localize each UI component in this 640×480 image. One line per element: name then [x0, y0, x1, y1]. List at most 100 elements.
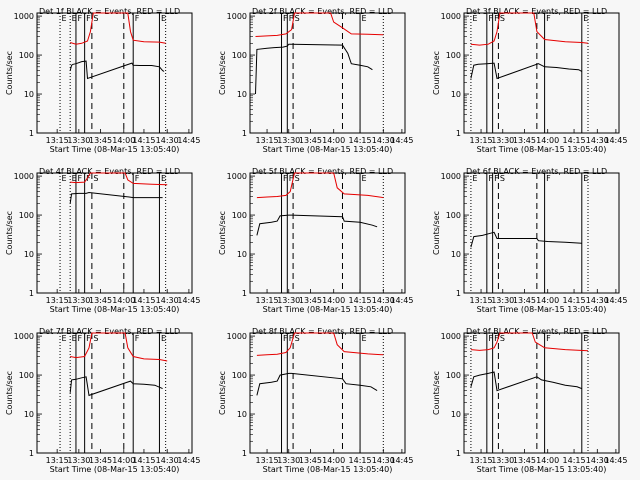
x-tick-label: 13:30: [67, 136, 90, 145]
plot-frame: [249, 172, 406, 294]
x-axis-label: Start Time (08-Mar-15 13:05:40): [263, 145, 393, 154]
x-tick-label: 13:30: [491, 296, 514, 305]
chart-title: Det 7f BLACK = Events, RED = LLD: [39, 327, 180, 336]
x-axis-label: Start Time (08-Mar-15 13:05:40): [477, 465, 607, 474]
chart-title: Det 1f BLACK = Events, RED = LLD: [39, 7, 180, 16]
series-line: [470, 231, 582, 248]
y-tick-label: 10: [237, 90, 247, 99]
plot-frame: [463, 172, 620, 294]
y-tick-label: 10: [237, 250, 247, 259]
event-marker-label: S: [93, 334, 98, 343]
chart-panel-7: Det 7f BLACK = Events, RED = LLD 1 10 100 10…: [5, 327, 200, 474]
x-tick-label: 14:45: [177, 456, 200, 465]
y-axis-label: Counts/sec: [5, 51, 14, 95]
event-marker-label: E: [362, 14, 367, 23]
y-axis-label: Counts/sec: [5, 211, 14, 255]
x-tick-label: 14:45: [604, 456, 627, 465]
y-tick-label: 1: [242, 129, 247, 138]
x-axis-label: Start Time (08-Mar-15 13:05:40): [50, 465, 180, 474]
x-tick-label: 14:30: [586, 296, 609, 305]
x-tick-label: 14:45: [604, 136, 627, 145]
chart-panel-8: Det 8f BLACK = Events, RED = LLD 1 10 100 10…: [218, 327, 413, 474]
series-line: [256, 372, 378, 396]
y-tick-label: 1000: [227, 172, 247, 181]
x-tick-label: 14:00: [536, 456, 559, 465]
x-tick-label: 13:30: [277, 296, 300, 305]
y-axis-label: Counts/sec: [432, 371, 441, 415]
y-tick-label: 100: [446, 371, 461, 380]
chart-title: Det 9f BLACK = Events, RED = LLD: [466, 327, 607, 336]
x-tick-label: 13:15: [46, 456, 69, 465]
y-axis-label: Counts/sec: [432, 51, 441, 95]
event-marker-label: F: [77, 14, 82, 23]
event-marker-label: F: [494, 14, 499, 23]
y-tick-label: 100: [19, 51, 34, 60]
x-tick-label: 14:15: [563, 296, 586, 305]
y-tick-label: 1: [456, 289, 461, 298]
series-line: [255, 12, 384, 37]
x-tick-label: 13:45: [89, 296, 112, 305]
event-marker-label: F: [546, 174, 551, 183]
x-tick-label: 13:15: [46, 296, 69, 305]
series-line: [69, 191, 163, 204]
series-line: [470, 371, 582, 392]
event-marker-label: S: [295, 14, 300, 23]
x-tick-label: 13:30: [67, 296, 90, 305]
y-tick-label: 1000: [227, 332, 247, 341]
x-tick-label: 13:15: [470, 296, 493, 305]
x-tick-label: 13:15: [470, 136, 493, 145]
x-tick-label: 14:00: [322, 296, 345, 305]
y-axis-label: Counts/sec: [432, 211, 441, 255]
plot-frame: [249, 332, 406, 454]
x-tick-label: 13:15: [470, 456, 493, 465]
series-line: [70, 332, 168, 362]
y-tick-label: 1: [456, 449, 461, 458]
chart-panel-9: Det 9f BLACK = Events, RED = LLD 1 10 100 10…: [432, 327, 627, 474]
chart-panel-2: Det 2f BLACK = Events, RED = LLD 1 10 100 10…: [218, 7, 413, 154]
y-tick-label: 100: [232, 371, 247, 380]
x-tick-label: 14:30: [372, 136, 395, 145]
y-tick-label: 100: [19, 371, 34, 380]
x-tick-label: 14:15: [563, 456, 586, 465]
event-marker-label: F: [86, 174, 91, 183]
x-tick-label: 14:30: [372, 456, 395, 465]
series-line: [69, 60, 165, 80]
y-tick-label: 10: [451, 90, 461, 99]
y-tick-label: 10: [24, 410, 34, 419]
event-marker-label: F: [283, 174, 288, 183]
x-tick-label: 14:30: [372, 296, 395, 305]
plot-frame: [463, 332, 620, 454]
x-tick-label: 14:00: [112, 136, 135, 145]
y-tick-label: 10: [237, 410, 247, 419]
y-tick-label: 1000: [14, 12, 34, 21]
x-tick-label: 13:45: [513, 456, 536, 465]
event-marker-label: E: [362, 174, 367, 183]
event-marker-label: F: [546, 14, 551, 23]
chart-panel-4: Det 4f BLACK = Events, RED = LLD 1 10 100 10…: [5, 167, 200, 314]
x-tick-label: 14:30: [156, 456, 179, 465]
event-marker-label: F: [289, 334, 294, 343]
x-tick-label: 14:15: [349, 456, 372, 465]
event-marker-label: F: [135, 174, 140, 183]
event-marker-label: F: [86, 334, 91, 343]
plot-frame: [249, 12, 406, 134]
x-tick-label: 13:45: [513, 296, 536, 305]
event-marker-label: E: [583, 174, 588, 183]
chart-title: Det 6f BLACK = Events, RED = LLD: [466, 167, 607, 176]
y-tick-label: 100: [232, 51, 247, 60]
series-line: [70, 12, 166, 45]
event-marker-label: E: [62, 174, 67, 183]
event-marker-label: E: [472, 174, 477, 183]
x-tick-label: 13:30: [277, 456, 300, 465]
y-tick-label: 1000: [441, 172, 461, 181]
event-marker-label: F: [283, 334, 288, 343]
event-marker-label: E: [72, 174, 77, 183]
event-marker-label: E: [72, 14, 77, 23]
x-axis-label: Start Time (08-Mar-15 13:05:40): [477, 305, 607, 314]
chart-title: Det 4f BLACK = Events, RED = LLD: [39, 167, 180, 176]
y-tick-label: 1000: [441, 332, 461, 341]
y-axis-label: Counts/sec: [218, 51, 227, 95]
x-tick-label: 13:30: [491, 456, 514, 465]
series-line: [255, 43, 373, 95]
